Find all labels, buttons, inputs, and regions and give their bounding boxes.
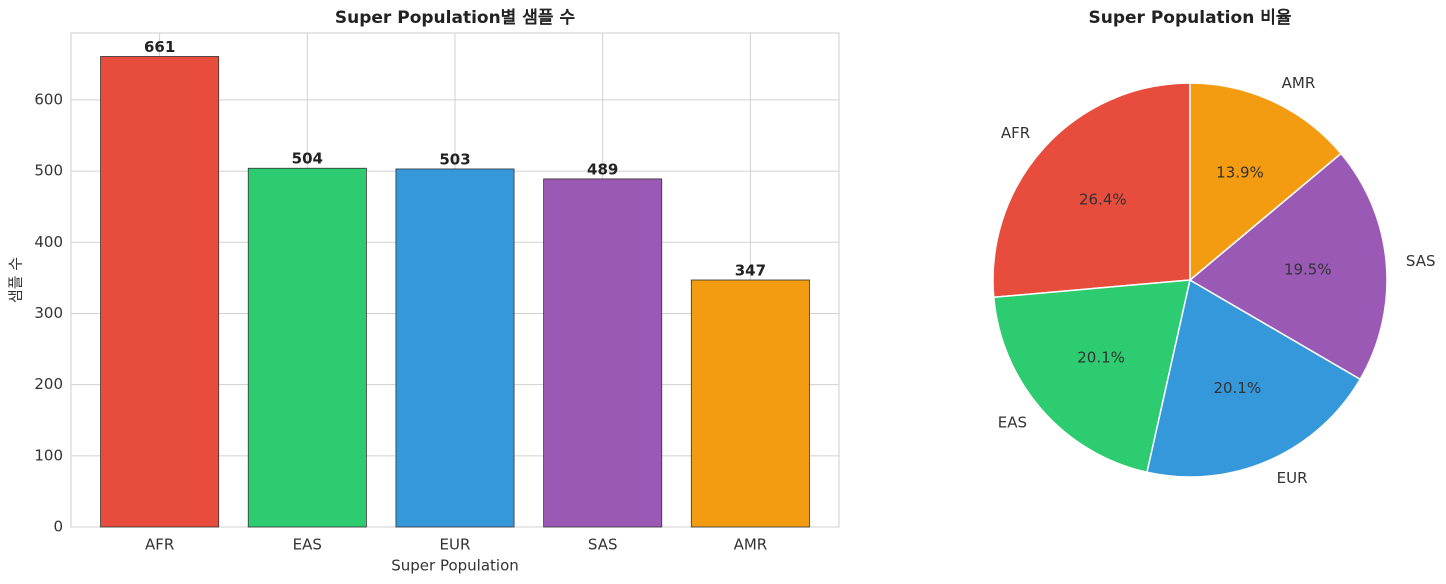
pie-title: Super Population 비율 bbox=[1089, 8, 1292, 28]
pie-pct-label: 20.1% bbox=[1077, 348, 1125, 366]
x-tick-label: EAS bbox=[293, 536, 322, 554]
bar bbox=[247, 167, 367, 528]
pie-slice bbox=[992, 279, 1191, 474]
bar-value-label: 661 bbox=[144, 38, 175, 56]
y-tick-label: 400 bbox=[34, 233, 63, 251]
pie-label: SAS bbox=[1406, 252, 1436, 270]
pie-slice bbox=[1189, 82, 1343, 282]
bar-value-label: 503 bbox=[439, 150, 470, 168]
pie-label: EAS bbox=[998, 413, 1027, 431]
pie-pct-label: 20.1% bbox=[1213, 379, 1261, 397]
y-tick-label: 500 bbox=[34, 162, 63, 180]
pie-slice bbox=[992, 82, 1191, 299]
x-axis-label: Super Population bbox=[391, 557, 519, 575]
bar-value-label: 347 bbox=[735, 262, 766, 280]
x-tick-label: AFR bbox=[145, 536, 174, 554]
y-tick-label: 200 bbox=[34, 375, 63, 393]
pie-label: AFR bbox=[1001, 124, 1030, 142]
bar bbox=[100, 56, 220, 528]
bar-value-label: 504 bbox=[292, 150, 323, 168]
x-tick-label: SAS bbox=[588, 536, 618, 554]
bar bbox=[543, 178, 663, 528]
bar-value-label: 489 bbox=[587, 160, 618, 178]
x-tick-label: AMR bbox=[734, 536, 768, 554]
pie-label: AMR bbox=[1282, 74, 1316, 92]
pie-slice bbox=[1188, 152, 1388, 381]
bar bbox=[690, 279, 810, 528]
pie-pct-label: 26.4% bbox=[1079, 191, 1127, 209]
pie-pct-label: 13.9% bbox=[1216, 163, 1264, 181]
y-tick-label: 300 bbox=[34, 304, 63, 322]
y-tick-label: 0 bbox=[53, 518, 63, 536]
y-tick-label: 100 bbox=[34, 446, 63, 464]
y-axis-label: 샘플 수 bbox=[7, 257, 25, 303]
pie-pct-label: 19.5% bbox=[1284, 260, 1332, 278]
x-tick-label: EUR bbox=[440, 536, 471, 554]
bar-title: Super Population별 샘플 수 bbox=[335, 8, 576, 28]
pie-slice bbox=[1146, 278, 1362, 478]
bar bbox=[395, 168, 515, 528]
y-tick-label: 600 bbox=[34, 90, 63, 108]
pie-label: EUR bbox=[1277, 469, 1308, 487]
